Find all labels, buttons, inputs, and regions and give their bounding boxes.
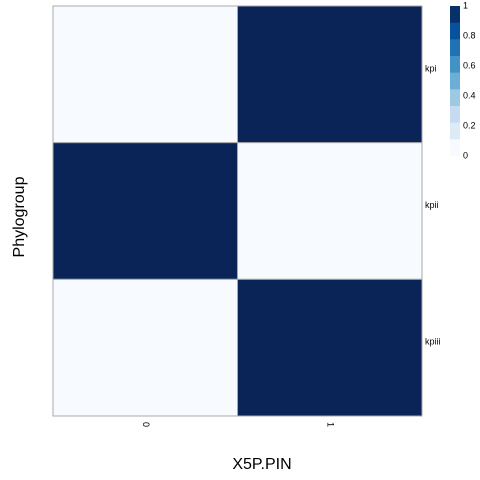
colorbar-step [450,72,460,90]
heatmap-cell-kpiii-0 [52,278,238,417]
plot-border [52,5,423,417]
x-tick-label: 0 [141,422,151,427]
heatmap-cell-kpii-1 [237,142,423,280]
colorbar-tick-labels: 1 0.8 0.6 0.4 0.2 0 [463,0,476,160]
colorbar-tick-label: 1 [463,0,468,10]
heatmap-cell-kpi-1 [237,5,423,144]
y-tick-label: kpi [425,63,437,73]
colorbar-step [450,6,460,24]
colorbar-tick-label: 0.4 [463,90,476,100]
y-axis-title: Phylogroup [11,176,28,257]
colorbar-step [450,22,460,40]
heatmap-cell-kpi-0 [52,5,238,144]
y-tick-labels: kpi kpii kpiii [425,63,441,346]
colorbar-step [450,122,460,140]
y-tick-label: kpiii [425,337,441,347]
colorbar-step [450,139,460,157]
colorbar-tick-label: 0 [463,150,468,160]
colorbar-step [450,39,460,57]
colorbar-step [450,56,460,74]
colorbar-tick-label: 0.2 [463,120,476,130]
colorbar-tick-label: 0.8 [463,30,476,40]
heatmap-cell-kpiii-1 [237,278,423,417]
colorbar-tick-label: 0.6 [463,60,476,70]
y-tick-label: kpii [425,200,439,210]
heatmap-cells [52,5,423,417]
colorbar-step [450,89,460,107]
x-axis-title: X5P.PIN [232,456,291,473]
colorbar [450,6,460,157]
colorbar-step [450,106,460,124]
x-tick-label: 1 [325,422,335,427]
heatmap-cell-kpii-0 [52,142,238,280]
